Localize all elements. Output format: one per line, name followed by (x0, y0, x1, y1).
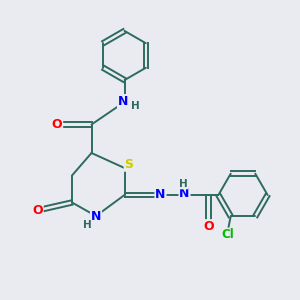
Text: O: O (52, 118, 62, 131)
Text: S: S (124, 158, 134, 171)
Text: O: O (32, 204, 43, 217)
Text: H: H (130, 100, 140, 111)
Text: H: H (82, 220, 91, 230)
Text: N: N (91, 209, 101, 223)
Text: N: N (118, 95, 128, 108)
Text: N: N (155, 188, 166, 201)
Text: N: N (179, 187, 190, 200)
Text: O: O (203, 220, 214, 233)
Text: Cl: Cl (221, 228, 234, 242)
Text: H: H (178, 178, 188, 189)
